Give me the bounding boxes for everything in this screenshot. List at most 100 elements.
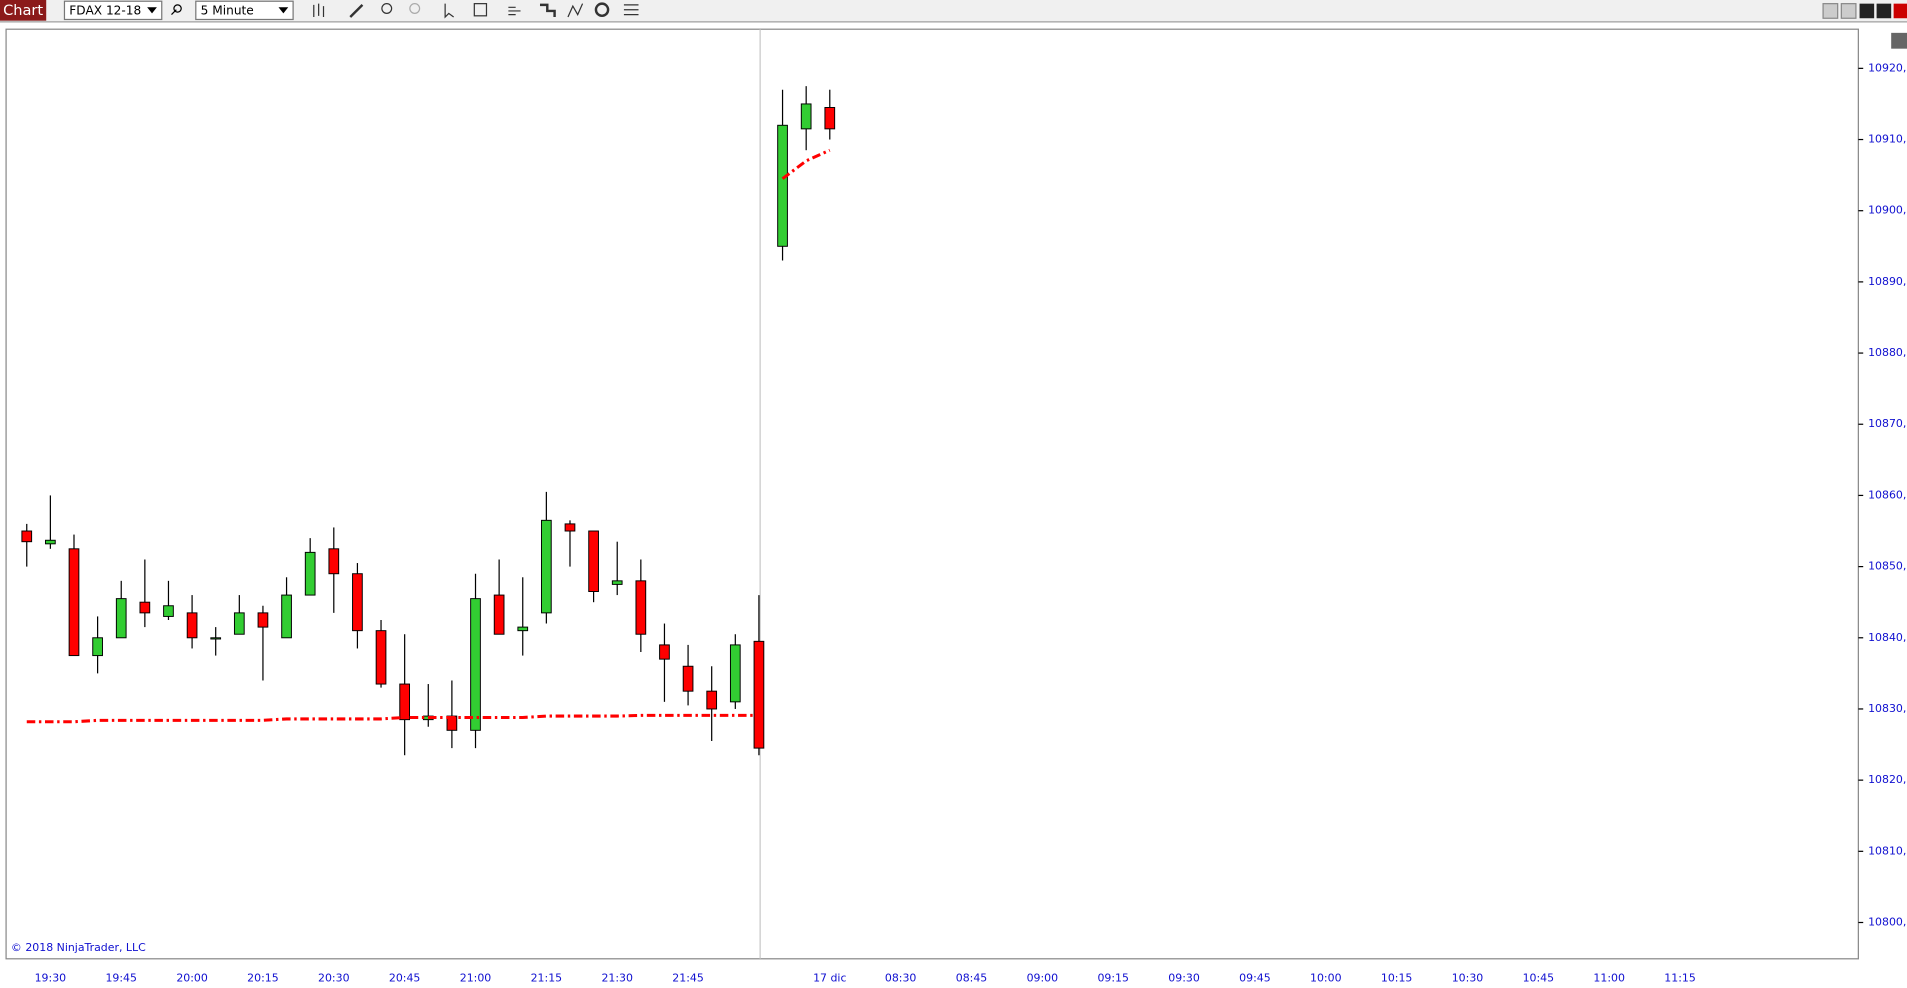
dropdown-arrow <box>147 7 157 14</box>
x-tick-label: 19:45 <box>105 971 137 984</box>
x-tick-label: 21:45 <box>672 971 704 984</box>
x-tick-label: 21:15 <box>531 971 563 984</box>
interval-select[interactable] <box>195 0 294 21</box>
candle-body <box>375 630 387 685</box>
maximize-button[interactable] <box>1876 3 1892 19</box>
x-tick-label: 19:30 <box>35 971 67 984</box>
x-tick-label: 10:30 <box>1452 971 1484 984</box>
draw-icon[interactable] <box>349 4 364 18</box>
chart-tab[interactable] <box>0 0 47 21</box>
candle-body <box>470 598 481 731</box>
x-tick-label: 10:00 <box>1310 971 1342 984</box>
y-tick-label: 10900,0 <box>1868 204 1907 217</box>
candle-body <box>115 598 127 639</box>
y-tick-label: 10910,0 <box>1868 133 1907 146</box>
x-tick-label: 21:00 <box>460 971 492 984</box>
candle-body <box>659 644 670 660</box>
instrument-select[interactable] <box>63 0 163 21</box>
zoom-in-icon[interactable] <box>381 3 393 14</box>
window-button[interactable] <box>1822 3 1839 19</box>
candle-body <box>729 644 741 703</box>
y-tick-label: 10800,0 <box>1868 915 1907 928</box>
x-tick-label: 20:45 <box>389 971 421 984</box>
y-tick-label: 10920,0 <box>1868 61 1907 74</box>
strategies-icon[interactable] <box>539 3 556 18</box>
candle-body <box>163 605 174 617</box>
data-box-icon[interactable] <box>473 3 488 17</box>
indicators-icon[interactable] <box>567 3 584 18</box>
pointer-icon[interactable] <box>444 3 455 19</box>
y-tick-label: 10840,0 <box>1868 631 1907 644</box>
y-tick-label: 10810,0 <box>1868 844 1907 857</box>
candle-body <box>541 519 552 614</box>
refresh-icon[interactable] <box>594 2 610 18</box>
candle-body <box>517 626 529 632</box>
x-tick-label: 10:45 <box>1523 971 1555 984</box>
candle-body <box>706 690 718 710</box>
menu-icon[interactable] <box>623 4 639 16</box>
x-tick-label: 20:15 <box>247 971 279 984</box>
y-tick-label: 10870,0 <box>1868 417 1907 430</box>
plot-area <box>5 28 1859 960</box>
x-tick-label: 17 dic <box>813 971 846 984</box>
candle-body <box>92 637 103 657</box>
x-tick-label: 09:15 <box>1097 971 1129 984</box>
candle-body <box>68 548 80 657</box>
minimize-button[interactable] <box>1859 3 1875 19</box>
candle-body <box>824 107 836 130</box>
y-tick-label: 10830,0 <box>1868 702 1907 715</box>
candle-body <box>753 640 765 749</box>
y-tick-label: 10850,0 <box>1868 560 1907 573</box>
interval-label: 5 Minute <box>201 3 254 17</box>
candle-body <box>682 665 694 692</box>
x-tick-label: 11:00 <box>1593 971 1625 984</box>
indicator-line <box>26 713 759 724</box>
zoom-out-icon[interactable] <box>409 3 421 14</box>
x-tick-label: 08:45 <box>956 971 988 984</box>
x-tick-label: 20:00 <box>176 971 208 984</box>
candle-body <box>281 594 292 639</box>
copyright: © 2018 NinjaTrader, LLC <box>11 941 146 954</box>
candle-body <box>588 530 599 593</box>
instrument-label: FDAX 12-18 <box>69 3 141 17</box>
x-tick-label: 09:00 <box>1027 971 1059 984</box>
bars-icon[interactable] <box>313 3 325 18</box>
x-tick-label: 10:15 <box>1381 971 1413 984</box>
x-tick-label: 09:45 <box>1239 971 1271 984</box>
candle-body <box>352 573 363 632</box>
search-icon[interactable] <box>171 4 182 16</box>
candle-body <box>233 612 245 635</box>
candle-body <box>21 530 33 543</box>
candle-body <box>45 539 56 545</box>
dropdown-arrow <box>278 7 289 14</box>
toolbar <box>0 0 1907 22</box>
x-tick-label: 20:30 <box>318 971 350 984</box>
candle-body <box>493 594 505 635</box>
candle-body <box>635 580 647 635</box>
y-tick-label: 10890,0 <box>1868 275 1907 288</box>
x-tick-label: 08:30 <box>885 971 917 984</box>
chart-tab-label: Chart <box>3 2 43 19</box>
window-button[interactable] <box>1840 3 1857 19</box>
x-tick-label: 11:15 <box>1664 971 1696 984</box>
y-tick-label: 10880,0 <box>1868 346 1907 359</box>
toolbar-icons <box>313 2 639 19</box>
candle-body <box>777 124 788 247</box>
candle-body <box>210 637 222 640</box>
y-tick-label: 10820,0 <box>1868 773 1907 786</box>
close-button[interactable] <box>1893 3 1907 19</box>
y-tick-label: 10860,0 <box>1868 488 1907 501</box>
candle-body <box>304 551 316 596</box>
panel-button[interactable] <box>1891 32 1907 49</box>
candle-body <box>800 103 812 130</box>
candle-body <box>399 683 411 721</box>
x-tick-label: 21:30 <box>601 971 633 984</box>
properties-icon[interactable] <box>508 6 521 16</box>
candle-body <box>328 548 340 575</box>
candle-body <box>564 523 576 532</box>
candle-body <box>611 580 623 585</box>
candle-body <box>257 612 269 628</box>
candle-body <box>186 612 198 639</box>
